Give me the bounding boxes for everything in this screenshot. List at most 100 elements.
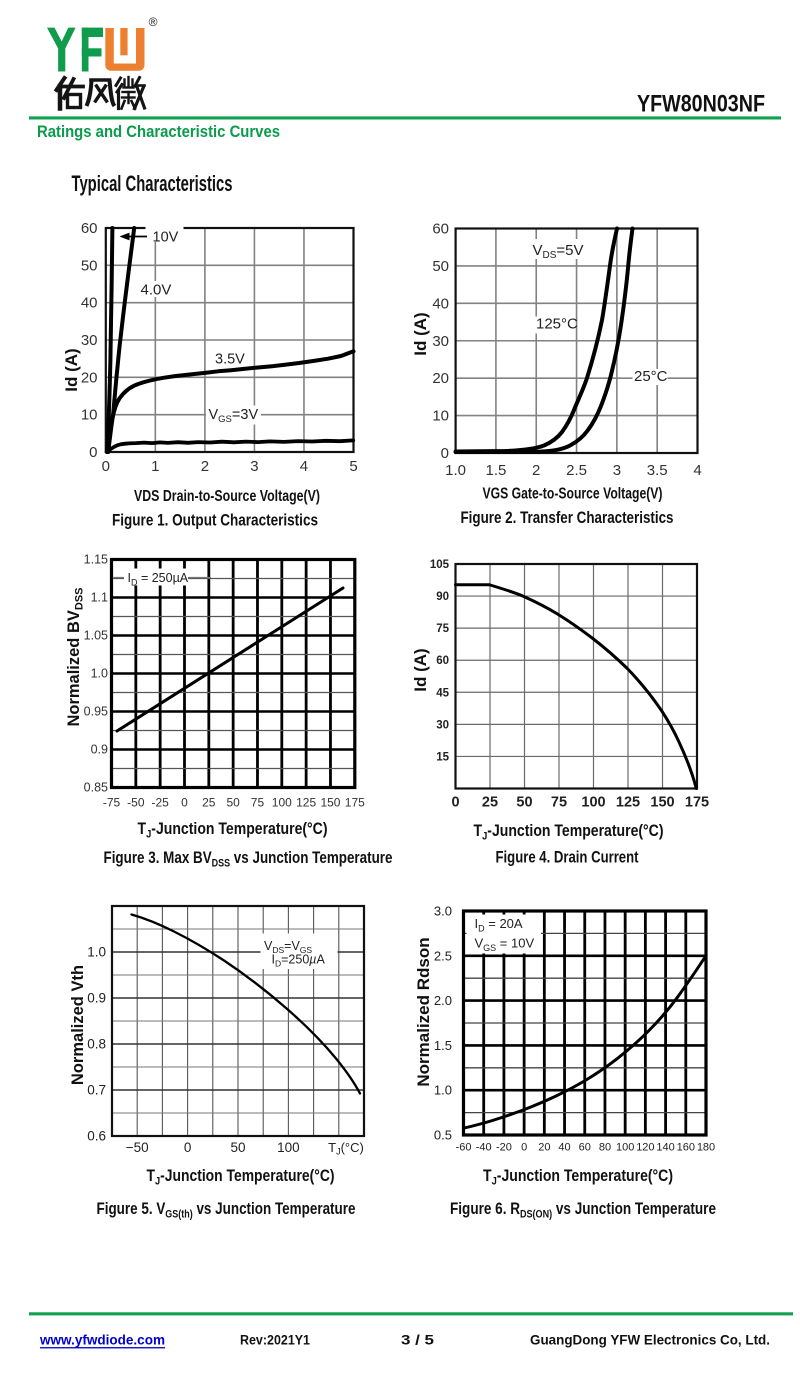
svg-text:0.9: 0.9 xyxy=(87,991,106,1006)
svg-text:50: 50 xyxy=(226,796,240,810)
svg-text:0.9: 0.9 xyxy=(91,743,108,757)
svg-text:75: 75 xyxy=(551,795,567,811)
svg-text:1.5: 1.5 xyxy=(434,1038,452,1053)
svg-text:TJ-Junction Temperature(°C): TJ-Junction Temperature(°C) xyxy=(147,1167,335,1188)
svg-text:VGS=3V: VGS=3V xyxy=(209,407,259,425)
svg-text:140: 140 xyxy=(656,1142,674,1154)
svg-text:80: 80 xyxy=(599,1142,611,1154)
svg-text:30: 30 xyxy=(436,719,449,731)
svg-text:25: 25 xyxy=(482,795,498,811)
svg-text:-50: -50 xyxy=(127,796,145,810)
svg-text:Id (A): Id (A) xyxy=(411,648,430,691)
svg-text:ID = 20A: ID = 20A xyxy=(475,916,523,934)
svg-text:30: 30 xyxy=(81,332,98,349)
svg-text:®: ® xyxy=(149,15,158,29)
svg-text:180: 180 xyxy=(697,1142,715,1154)
svg-text:0: 0 xyxy=(184,1140,192,1155)
svg-text:0: 0 xyxy=(89,444,97,461)
svg-text:125: 125 xyxy=(616,795,640,811)
svg-text:Typical Characteristics: Typical Characteristics xyxy=(72,171,233,196)
svg-text:100: 100 xyxy=(616,1142,634,1154)
svg-text:25°C: 25°C xyxy=(634,368,668,385)
svg-text:−50: −50 xyxy=(126,1140,149,1155)
svg-text:4: 4 xyxy=(300,458,308,475)
svg-text:1.1: 1.1 xyxy=(91,591,108,605)
svg-text:Figure 2. Transfer Characteris: Figure 2. Transfer Characteristics xyxy=(461,508,674,527)
svg-text:1.0: 1.0 xyxy=(445,462,466,479)
svg-text:50: 50 xyxy=(516,795,532,811)
svg-text:10V: 10V xyxy=(153,230,179,246)
svg-text:Id (A): Id (A) xyxy=(411,312,430,355)
svg-text:20: 20 xyxy=(432,370,449,387)
svg-text:4: 4 xyxy=(693,462,701,479)
svg-text:Figure 3. Max BVDSS vs Junctio: Figure 3. Max BVDSS vs Junction Temperat… xyxy=(104,849,393,870)
svg-text:-60: -60 xyxy=(456,1142,472,1154)
svg-text:TJ-Junction Temperature(°C): TJ-Junction Temperature(°C) xyxy=(483,1167,673,1188)
svg-text:4.0V: 4.0V xyxy=(141,282,172,299)
svg-text:Ratings and Characteristic Cur: Ratings and Characteristic Curves xyxy=(37,123,280,141)
svg-text:150: 150 xyxy=(650,795,674,811)
svg-text:Figure 4. Drain Current: Figure 4. Drain Current xyxy=(496,848,639,867)
svg-text:Id (A): Id (A) xyxy=(62,348,81,391)
svg-text:5: 5 xyxy=(349,458,357,475)
svg-text:0: 0 xyxy=(181,796,188,810)
svg-text:0.5: 0.5 xyxy=(434,1128,452,1143)
svg-text:Normalized Vth: Normalized Vth xyxy=(69,965,87,1085)
svg-text:1.0: 1.0 xyxy=(91,667,108,681)
svg-text:10: 10 xyxy=(432,408,449,425)
svg-text:VDS=5V: VDS=5V xyxy=(533,242,584,261)
svg-text:20: 20 xyxy=(81,369,98,386)
svg-text:0.6: 0.6 xyxy=(87,1129,106,1144)
svg-text:60: 60 xyxy=(436,655,449,667)
svg-text:175: 175 xyxy=(345,796,365,810)
svg-text:0.7: 0.7 xyxy=(87,1083,106,1098)
svg-text:3.5V: 3.5V xyxy=(215,352,245,368)
svg-text:GuangDong YFW Electronics Co,: GuangDong YFW Electronics Co, Ltd. xyxy=(530,1332,770,1348)
svg-text:0: 0 xyxy=(521,1142,527,1154)
svg-text:105: 105 xyxy=(430,559,450,571)
svg-text:75: 75 xyxy=(251,796,265,810)
svg-text:100: 100 xyxy=(581,795,605,811)
svg-text:3.5: 3.5 xyxy=(647,462,668,479)
svg-text:0.8: 0.8 xyxy=(87,1037,106,1052)
svg-text:60: 60 xyxy=(432,221,449,238)
svg-text:-20: -20 xyxy=(496,1142,512,1154)
svg-text:100: 100 xyxy=(277,1140,300,1155)
svg-text:VGS Gate-to-Source Voltage(V): VGS Gate-to-Source Voltage(V) xyxy=(483,486,663,503)
svg-text:160: 160 xyxy=(677,1142,695,1154)
svg-text:0: 0 xyxy=(451,795,459,811)
svg-text:3 / 5: 3 / 5 xyxy=(401,1333,435,1348)
svg-text:YFW80N03NF: YFW80N03NF xyxy=(637,91,765,118)
svg-text:0: 0 xyxy=(102,458,110,475)
svg-text:0.85: 0.85 xyxy=(84,781,108,795)
svg-text:1.5: 1.5 xyxy=(485,462,506,479)
svg-text:Figure 6. RDS(ON) vs Junction: Figure 6. RDS(ON) vs Junction Temperatur… xyxy=(450,1200,716,1221)
svg-text:50: 50 xyxy=(81,257,98,274)
svg-text:3: 3 xyxy=(613,462,621,479)
svg-text:www.yfwdiode.com: www.yfwdiode.com xyxy=(39,1333,165,1348)
svg-text:2.5: 2.5 xyxy=(566,462,587,479)
svg-text:1.0: 1.0 xyxy=(434,1083,452,1098)
svg-text:TJ-Junction Temperature(°C): TJ-Junction Temperature(°C) xyxy=(138,820,328,841)
svg-text:2.0: 2.0 xyxy=(434,993,452,1008)
svg-text:TJ-Junction Temperature(°C): TJ-Junction Temperature(°C) xyxy=(474,822,664,843)
svg-text:1.05: 1.05 xyxy=(84,629,108,643)
svg-text:60: 60 xyxy=(81,220,98,237)
svg-text:-40: -40 xyxy=(476,1142,492,1154)
svg-text:2: 2 xyxy=(532,462,540,479)
svg-text:1.0: 1.0 xyxy=(87,945,106,960)
svg-text:1.15: 1.15 xyxy=(84,553,108,567)
svg-text:ID = 250µA: ID = 250µA xyxy=(128,571,189,588)
svg-text:90: 90 xyxy=(436,591,449,603)
svg-text:40: 40 xyxy=(81,295,98,312)
svg-text:Rev:2021Y1: Rev:2021Y1 xyxy=(240,1333,310,1348)
svg-text:Normalized BVDSS: Normalized BVDSS xyxy=(65,587,86,726)
svg-text:40: 40 xyxy=(432,295,449,312)
svg-text:60: 60 xyxy=(579,1142,591,1154)
svg-text:15: 15 xyxy=(436,751,449,763)
svg-text:25: 25 xyxy=(202,796,216,810)
svg-text:3.0: 3.0 xyxy=(434,904,452,919)
svg-text:40: 40 xyxy=(558,1142,570,1154)
svg-text:VDS Drain-to-Source Voltage(V): VDS Drain-to-Source Voltage(V) xyxy=(134,488,320,505)
svg-text:10: 10 xyxy=(81,407,98,424)
